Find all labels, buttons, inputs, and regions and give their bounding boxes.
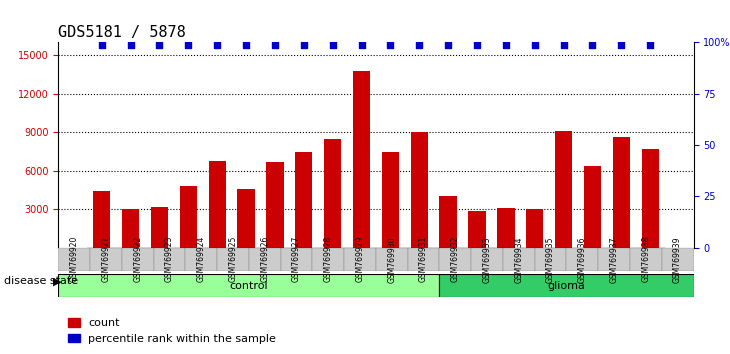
- Bar: [353, 71, 370, 248]
- Text: GSM769924: GSM769924: [197, 236, 206, 282]
- Bar: [642, 149, 659, 248]
- Text: GSM769922: GSM769922: [134, 236, 142, 282]
- Bar: [526, 209, 543, 248]
- Point: [212, 42, 223, 47]
- Bar: [376, 248, 407, 271]
- Bar: [295, 152, 312, 248]
- Text: GSM769926: GSM769926: [261, 236, 269, 282]
- Bar: [280, 248, 312, 271]
- Point: [587, 42, 599, 47]
- Bar: [382, 152, 399, 248]
- Bar: [154, 248, 185, 271]
- Bar: [122, 209, 139, 248]
- Text: GSM769935: GSM769935: [546, 236, 555, 282]
- Text: GSM769937: GSM769937: [610, 236, 618, 282]
- Point: [645, 42, 656, 47]
- Point: [269, 42, 281, 47]
- Text: GSM769939: GSM769939: [673, 236, 682, 282]
- FancyBboxPatch shape: [439, 274, 694, 297]
- Bar: [237, 189, 255, 248]
- Bar: [180, 186, 197, 248]
- Text: GSM769923: GSM769923: [165, 236, 174, 282]
- Text: GSM769933: GSM769933: [483, 236, 491, 282]
- Text: GSM769921: GSM769921: [101, 236, 110, 282]
- Point: [529, 42, 540, 47]
- Point: [182, 42, 194, 47]
- Text: GSM769925: GSM769925: [228, 236, 237, 282]
- Text: GSM769920: GSM769920: [70, 236, 79, 282]
- Text: glioma: glioma: [548, 281, 585, 291]
- Legend: count, percentile rank within the sample: count, percentile rank within the sample: [64, 314, 281, 348]
- Bar: [661, 248, 694, 271]
- Bar: [324, 139, 342, 248]
- Bar: [345, 248, 376, 271]
- Bar: [472, 248, 503, 271]
- Text: GDS5181 / 5878: GDS5181 / 5878: [58, 25, 186, 40]
- Bar: [407, 248, 439, 271]
- Bar: [630, 248, 661, 271]
- Point: [240, 42, 252, 47]
- Bar: [249, 248, 281, 271]
- Bar: [58, 248, 91, 271]
- Text: ▶: ▶: [53, 276, 61, 286]
- Text: GSM769929: GSM769929: [356, 236, 364, 282]
- Text: GSM769927: GSM769927: [292, 236, 301, 282]
- Bar: [534, 248, 566, 271]
- Point: [356, 42, 367, 47]
- Point: [615, 42, 627, 47]
- Text: GSM769930: GSM769930: [388, 236, 396, 282]
- Point: [558, 42, 569, 47]
- Bar: [122, 248, 153, 271]
- Point: [385, 42, 396, 47]
- Bar: [410, 132, 428, 248]
- Point: [125, 42, 137, 47]
- Text: GSM769936: GSM769936: [578, 236, 587, 282]
- Point: [413, 42, 425, 47]
- Bar: [151, 207, 168, 248]
- Bar: [584, 166, 601, 248]
- Bar: [555, 131, 572, 248]
- Point: [442, 42, 454, 47]
- Bar: [91, 248, 122, 271]
- Text: GSM769938: GSM769938: [642, 236, 650, 282]
- Bar: [218, 248, 249, 271]
- Point: [298, 42, 310, 47]
- Bar: [266, 162, 283, 248]
- FancyBboxPatch shape: [58, 274, 439, 297]
- Bar: [439, 196, 457, 248]
- Text: GSM769931: GSM769931: [419, 236, 428, 282]
- Text: disease state: disease state: [4, 276, 78, 286]
- Point: [471, 42, 483, 47]
- Point: [96, 42, 107, 47]
- Point: [327, 42, 339, 47]
- Bar: [185, 248, 218, 271]
- Bar: [566, 248, 599, 271]
- Text: GSM769934: GSM769934: [515, 236, 523, 282]
- Bar: [503, 248, 534, 271]
- Text: control: control: [230, 281, 268, 291]
- Bar: [599, 248, 630, 271]
- Point: [500, 42, 512, 47]
- Bar: [93, 191, 110, 248]
- Bar: [209, 161, 226, 248]
- Text: GSM769932: GSM769932: [451, 236, 460, 282]
- Bar: [497, 208, 515, 248]
- Point: [153, 42, 165, 47]
- Bar: [469, 211, 485, 248]
- Bar: [612, 137, 630, 248]
- Bar: [312, 248, 345, 271]
- Text: GSM769928: GSM769928: [324, 236, 333, 282]
- Bar: [439, 248, 472, 271]
